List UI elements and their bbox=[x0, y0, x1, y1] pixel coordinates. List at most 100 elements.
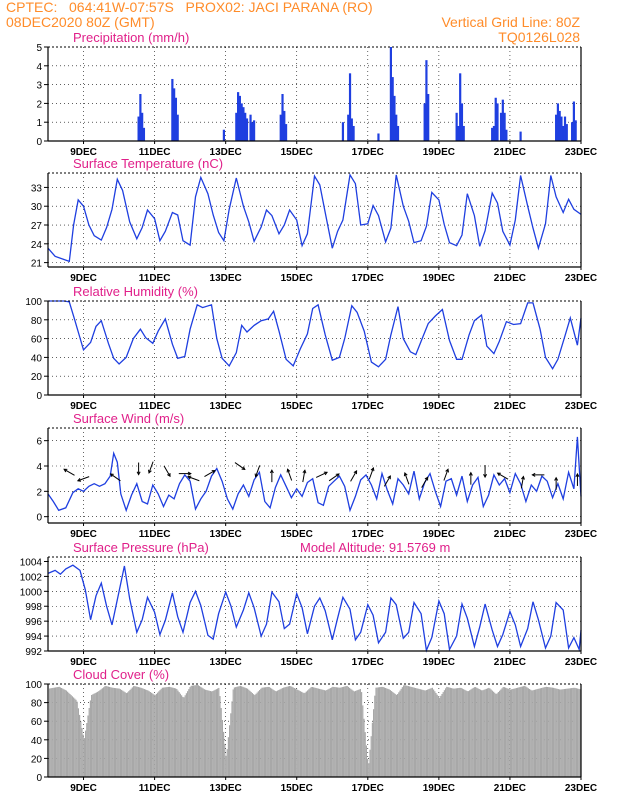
cloud-cover-bar bbox=[389, 690, 391, 777]
cloud-cover-bar bbox=[91, 694, 93, 777]
cloud-cover-bar bbox=[53, 687, 55, 777]
cloud-cover-bar bbox=[511, 689, 513, 777]
precipitation-xtick-label: 9DEC bbox=[70, 147, 97, 158]
cloud-cover-bar bbox=[419, 689, 421, 777]
cloud-cover-bar bbox=[352, 690, 354, 777]
header-grid-line: Vertical Grid Line: 80Z bbox=[441, 14, 580, 30]
cloud-cover-bar bbox=[373, 709, 375, 777]
arrow-shaft bbox=[350, 470, 358, 482]
pressure-xtick-label: 11DEC bbox=[139, 657, 171, 668]
humidity-xtick-label: 21DEC bbox=[494, 401, 526, 412]
arrow-shaft bbox=[520, 476, 524, 489]
precipitation-bar bbox=[137, 116, 140, 141]
header-date: 08DEC2020 80Z (GMT) bbox=[6, 14, 155, 30]
cloud-cover-bar bbox=[555, 688, 557, 777]
temperature-xtick-label: 17DEC bbox=[352, 273, 384, 284]
cloud-cover-bar bbox=[163, 687, 165, 777]
precipitation-bar bbox=[242, 107, 245, 141]
cloud-cover-bar bbox=[376, 687, 378, 777]
cloud-cover-bar bbox=[459, 687, 461, 777]
arrow-head bbox=[167, 473, 171, 478]
cloud-cover-bar bbox=[353, 691, 355, 777]
precipitation-bar bbox=[572, 101, 575, 141]
pressure-series-line bbox=[47, 564, 582, 653]
wind-xtick-label: 15DEC bbox=[281, 529, 313, 540]
cloud-cover-bar bbox=[537, 688, 539, 777]
cloud-cover-bar bbox=[111, 687, 113, 777]
cloud-cover-bar bbox=[437, 696, 439, 777]
cloud-cover-bar bbox=[185, 693, 187, 777]
arrow-head bbox=[109, 473, 114, 478]
cloud-cover-bar bbox=[571, 688, 573, 777]
precipitation-bar bbox=[558, 110, 561, 141]
cloud-cover-bar bbox=[80, 721, 82, 777]
cloud-cover-bar bbox=[443, 690, 445, 777]
cloud-cover-bar bbox=[392, 691, 394, 777]
arrow-head bbox=[387, 475, 391, 480]
humidity-ytick-label: 80 bbox=[31, 316, 43, 327]
cloud-cover-bar bbox=[122, 690, 124, 777]
cloud-cover-bar bbox=[203, 689, 205, 777]
cloud-cover-bar bbox=[172, 687, 174, 777]
cloud-cover-bar bbox=[171, 687, 173, 777]
cloud-cover-bar bbox=[465, 690, 467, 777]
cloud-cover-bar bbox=[160, 688, 162, 777]
cloud-cover-bar bbox=[71, 696, 73, 777]
cloud-cover-bar bbox=[416, 688, 418, 777]
cloud-cover-bar bbox=[190, 685, 192, 777]
cloud-cover-bar bbox=[543, 687, 545, 777]
wind-direction-arrow bbox=[187, 475, 200, 482]
precipitation-xtick-label: 21DEC bbox=[494, 147, 526, 158]
cloud-cover-bar bbox=[49, 688, 51, 777]
cloud-cover-bar bbox=[178, 692, 180, 777]
pressure-ytick-label: 994 bbox=[25, 632, 42, 643]
humidity-title: Relative Humidity (%) bbox=[73, 284, 198, 299]
cloud-cover-bar bbox=[469, 690, 471, 777]
cloud-cover-bar bbox=[281, 688, 283, 777]
cloud-cover-bar bbox=[284, 687, 286, 777]
cloud-cover-bar bbox=[101, 688, 103, 777]
precipitation-bar bbox=[574, 120, 577, 141]
cloud-cover-bar bbox=[454, 688, 456, 777]
humidity-series-line bbox=[48, 300, 582, 370]
cloud-cover-bar bbox=[455, 688, 457, 777]
cloud-cover-bar bbox=[371, 722, 373, 777]
precipitation-bar bbox=[555, 114, 558, 141]
cloud-cover-bar bbox=[87, 715, 89, 777]
precipitation-xtick-label: 19DEC bbox=[423, 147, 455, 158]
precipitation-ytick-label: 5 bbox=[36, 43, 42, 54]
arrow-head bbox=[76, 477, 82, 482]
cloud-cover-bar bbox=[393, 692, 395, 777]
cloud-cover-bar bbox=[140, 687, 142, 777]
cloud-cover-bar bbox=[451, 688, 453, 777]
arrow-shaft bbox=[443, 469, 449, 481]
cloud-cover-bar bbox=[328, 688, 330, 777]
arrow-shaft bbox=[255, 465, 261, 477]
precipitation-bar bbox=[176, 114, 179, 141]
cloud-cover-bar bbox=[405, 685, 407, 777]
precipitation-bar bbox=[571, 122, 574, 141]
arrow-head bbox=[254, 473, 259, 478]
arrow-head bbox=[370, 466, 375, 472]
cloud-cover-bar bbox=[475, 687, 477, 777]
precipitation-bar bbox=[393, 95, 396, 141]
cloud-cover-bar bbox=[349, 687, 351, 777]
humidity-ytick-label: 0 bbox=[36, 391, 42, 402]
precipitation-bar bbox=[347, 114, 350, 141]
cloud-cover-bar bbox=[331, 687, 333, 777]
cloud-cover-bar bbox=[566, 688, 568, 777]
cloud-cover-bar bbox=[92, 694, 94, 777]
cloud-cover-bar bbox=[142, 688, 144, 777]
arrow-head bbox=[323, 471, 328, 476]
cloud-cover-bar bbox=[56, 687, 58, 777]
cloud-cover-bar bbox=[452, 688, 454, 777]
cloud-cover-bar bbox=[556, 688, 558, 777]
cloud-cover-bar bbox=[506, 688, 508, 777]
cloud-cover-bar bbox=[501, 688, 503, 777]
cloud-cover-bar bbox=[433, 689, 435, 777]
cloud-cover-bar bbox=[464, 689, 466, 777]
wind-direction-arrow bbox=[403, 472, 410, 485]
wind-direction-arrow bbox=[136, 462, 141, 476]
precipitation-bar bbox=[425, 60, 428, 141]
temperature-ytick-label: 24 bbox=[31, 240, 43, 251]
